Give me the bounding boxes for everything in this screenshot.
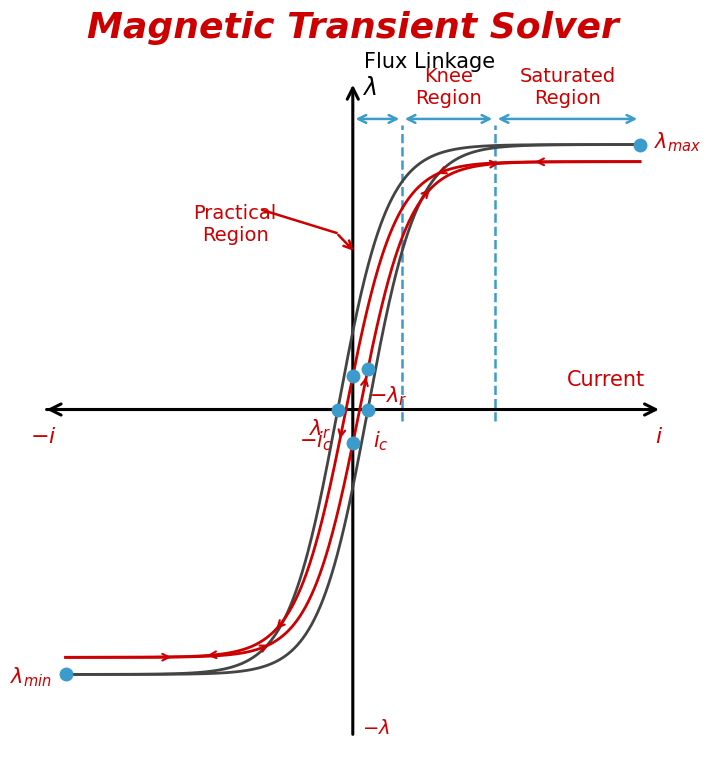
Text: $i_c$: $i_c$ xyxy=(373,429,389,453)
Text: $\lambda$: $\lambda$ xyxy=(363,76,377,99)
Text: Saturated
Region: Saturated Region xyxy=(520,66,616,108)
Text: $i$: $i$ xyxy=(655,426,663,447)
Text: $-\lambda$: $-\lambda$ xyxy=(363,719,390,738)
Text: Current: Current xyxy=(567,370,646,390)
Text: $\lambda_{min}$: $\lambda_{min}$ xyxy=(10,665,52,689)
Text: $\lambda_{max}$: $\lambda_{max}$ xyxy=(653,130,701,154)
Text: $-\lambda_r$: $-\lambda_r$ xyxy=(369,384,408,408)
Text: Flux Linkage: Flux Linkage xyxy=(364,52,495,72)
Text: Knee
Region: Knee Region xyxy=(415,66,482,108)
Text: $-i$: $-i$ xyxy=(31,426,57,447)
Text: $\lambda_r$: $\lambda_r$ xyxy=(309,417,331,441)
Text: Magnetic Transient Solver: Magnetic Transient Solver xyxy=(87,11,619,45)
Text: $-i_c$: $-i_c$ xyxy=(299,429,332,453)
Text: Practical
Region: Practical Region xyxy=(193,205,277,245)
